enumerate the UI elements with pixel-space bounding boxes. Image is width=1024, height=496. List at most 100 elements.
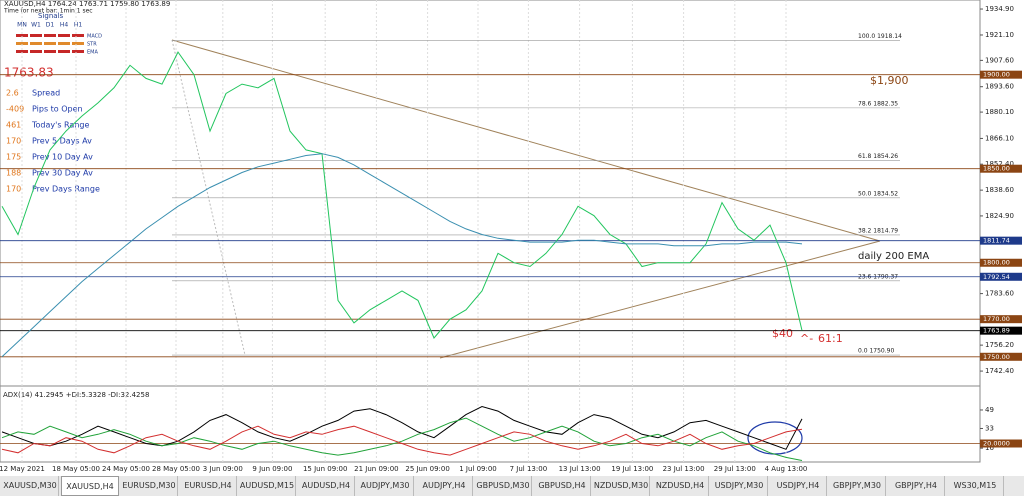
y-tick-label: 1893.60 [985,83,1014,91]
annotation-mark: ^- [800,332,813,345]
x-tick-label: 1 Jul 09:00 [459,465,497,473]
signal-cell [44,34,56,37]
signal-cell [58,34,70,37]
signal-row: MACD [87,34,102,40]
stat-value: 170 [6,185,21,194]
tab[interactable]: AUDJPY,M30 [357,476,414,496]
fib-label: 78.6 1882.35 [858,100,898,107]
x-tick-label: 9 Jun 09:00 [252,465,292,473]
tab[interactable]: GBPUSD,H4 [534,476,591,496]
series-line [1,405,803,450]
stat-label: Pips to Open [32,105,83,114]
series-line [1,51,803,339]
tab[interactable]: USDJPY,H4 [770,476,827,496]
stat-label: Prev 5 Days Av [32,137,92,146]
series-line [1,417,803,461]
tab[interactable]: AUDJPY,H4 [416,476,473,496]
y-tick-label: 1852.40 [985,160,1014,168]
y-tick-label: 1742.40 [985,367,1014,375]
tab[interactable]: USDJPY,M30 [711,476,768,496]
level-label: 1900.00 [983,71,1010,79]
x-tick-label: 4 Aug 13:00 [765,465,808,473]
signal-column: D1 [46,22,55,29]
x-tick-label: 12 May 2021 [0,465,45,473]
signal-column: H4 [60,22,69,29]
tab[interactable]: XAUUSD,M30 [2,476,59,496]
fib-label: 38.2 1814.79 [858,227,898,234]
signal-cell [58,42,70,45]
stat-label: Spread [32,89,60,98]
tab[interactable]: NZDUSD,H4 [652,476,709,496]
fib-anchor [171,39,246,356]
level-label: 1850.00 [983,165,1010,173]
y-tick-label: 1783.60 [985,290,1014,298]
stat-value: 2.6 [6,89,19,98]
trendline [171,39,881,242]
level-label: 1750.00 [983,353,1010,361]
tab[interactable]: EURUSD,H4 [180,476,237,496]
level-label-box [980,258,1022,267]
signal-cell [72,34,84,37]
series-line [1,153,803,358]
y-tick-label: 16 [985,444,994,452]
tab[interactable]: AUDUSD,H4 [298,476,355,496]
y-tick-label: 1934.90 [985,5,1014,13]
annotation: 61:1 [818,332,843,345]
level-label-box [980,272,1022,281]
fib-label: 0.0 1750.90 [858,348,894,355]
adx-title: ADX(14) 41.2945 +DI:5.3328 -DI:32.4258 [3,391,149,399]
x-tick-label: 24 May 05:00 [102,465,150,473]
x-tick-label: 28 May 05:00 [152,465,200,473]
signal-cell [44,42,56,45]
tab[interactable]: EURUSD,M30 [121,476,178,496]
signal-cell [44,50,56,53]
tab[interactable]: GBPJPY,H4 [888,476,945,496]
level-label: 20.0000 [983,440,1010,448]
x-tick-label: 3 Jun 09:00 [203,465,243,473]
tab[interactable]: NZDUSD,M30 [593,476,650,496]
y-tick-label: 1824.90 [985,212,1014,220]
annotation: daily 200 EMA [858,251,929,262]
level-label: 1811.74 [983,237,1010,245]
signal-cell [16,42,28,45]
signal-cell [16,34,28,37]
signal-column: H1 [74,22,83,29]
stat-label: Prev 10 Day Av [32,153,93,162]
level-label: 1792.54 [983,273,1010,281]
tab[interactable]: GBPUSD,M30 [475,476,532,496]
level-label: 1763.89 [983,327,1010,335]
level-label-box [980,70,1022,79]
annotation: $40 [772,327,793,340]
y-tick-label: 33 [985,424,994,432]
annotation: $1,900 [870,74,909,87]
stat-label: Prev Days Range [32,185,100,194]
stat-value: 170 [6,137,21,146]
stat-value: 175 [6,153,21,162]
level-label-box [980,439,1022,448]
series-line [1,425,803,456]
signals-title: Signals [38,12,64,20]
tab[interactable]: AUDUSD,M15 [239,476,296,496]
signal-column: W1 [31,22,41,29]
signal-cell [30,34,42,37]
signal-cell [30,50,42,53]
fib-label: 100.0 1918.14 [858,33,902,40]
y-tick-label: 1756.20 [985,341,1014,349]
signal-cell [58,50,70,53]
signal-row: STR [87,42,97,48]
x-tick-label: 29 Jul 13:00 [714,465,756,473]
tab[interactable]: XAUUSD,H4 [61,476,119,496]
chart: XAUUSD,H4 1764.24 1763.71 1759.80 1763.8… [0,0,1022,473]
x-tick-label: 23 Jul 13:00 [663,465,705,473]
x-tick-label: 7 Jul 13:00 [510,465,548,473]
x-tick-label: 15 Jun 09:00 [303,465,347,473]
header: XAUUSD,H4 1764.24 1763.71 1759.80 1763.8… [4,0,170,8]
y-tick-label: 1838.60 [985,186,1014,194]
trendline [439,240,881,359]
tab[interactable]: WS30,M15 [947,476,1004,496]
stat-label: Today's Range [31,121,89,130]
signal-row: EMA [87,50,98,56]
level-label: 1800.00 [983,259,1010,267]
tab[interactable]: GBPJPY,M30 [829,476,886,496]
